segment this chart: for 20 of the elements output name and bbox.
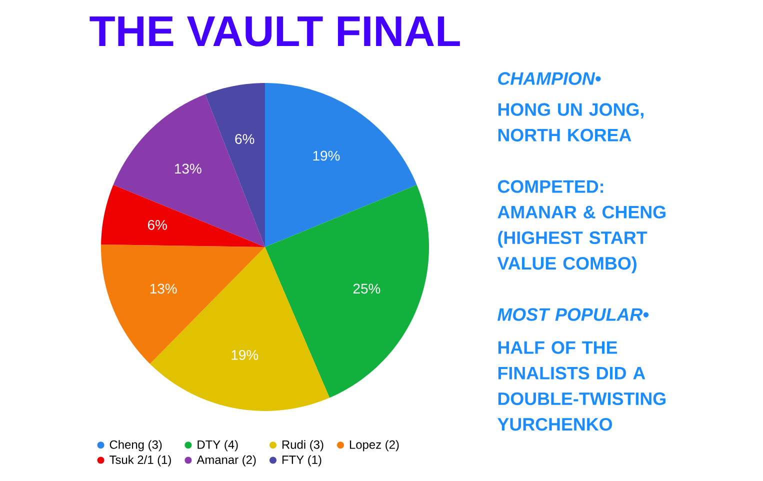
text: CHAMPION• — [498, 72, 601, 85]
legend-label: Cheng (3) — [110, 440, 162, 452]
legend-label: Rudi (3) — [282, 440, 324, 452]
chart-title: THE VAULT FINAL — [90, 16, 460, 46]
legend-label: Amanar (2) — [196, 455, 256, 466]
legend-label: FTY (1) — [282, 455, 322, 466]
data-label: 19% — [313, 150, 340, 161]
data-label: 13% — [175, 164, 202, 174]
data-label: 19% — [232, 350, 258, 360]
text: MOST POPULAR• — [498, 308, 649, 321]
text: COMPETED: AMANAR & CHENG (HIGHEST START VALUE COMBO) — [497, 180, 666, 274]
data-label: 25% — [353, 284, 380, 294]
legend-label: Tsuk 2/1 (1) — [110, 455, 171, 466]
text: HONG UN JONG, NORTH KOREA — [498, 103, 644, 142]
legend-label: DTY (4) — [198, 440, 238, 452]
data-label: 13% — [150, 284, 177, 294]
legend-label: Lopez (2) — [350, 440, 399, 452]
data-label: 6% — [148, 220, 167, 230]
text: HALF OF THE FINALISTS DID A DOUBLE-TWISTING YURCHENKO — [498, 341, 666, 431]
data-label: 6% — [235, 134, 254, 144]
